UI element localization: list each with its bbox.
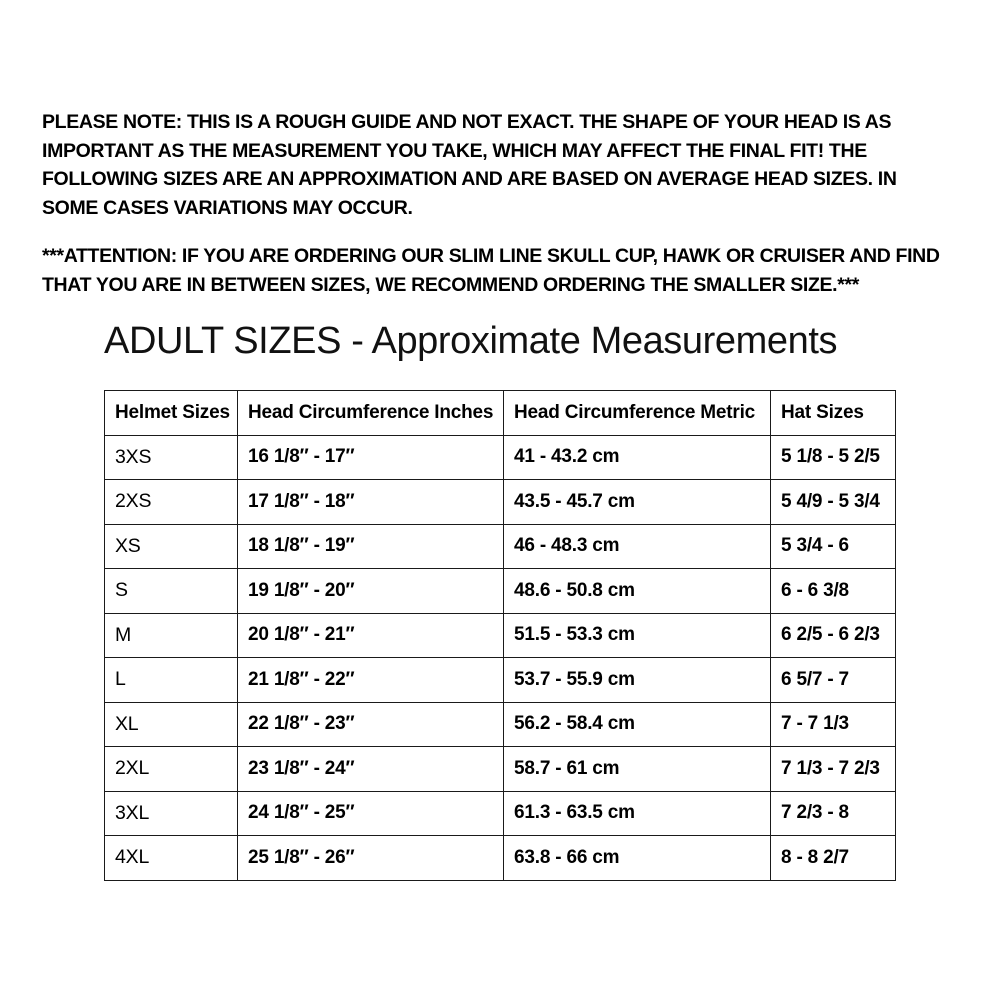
- table-row: M 20 1/8″ - 21″ 51.5 - 53.3 cm 6 2/5 - 6 2/…: [104, 612, 896, 658]
- table-head: Helmet Sizes Head Circumference Inches H…: [104, 390, 896, 436]
- cell-head-circumference-metric: 53.7 - 55.9 cm: [503, 657, 771, 703]
- cell-head-circumference-metric: 61.3 - 63.5 cm: [503, 790, 771, 836]
- table-row: S 19 1/8″ - 20″ 48.6 - 50.8 cm 6 - 6 3/8: [104, 568, 896, 614]
- table-row: 3XL 24 1/8″ - 25″ 61.3 - 63.5 cm 7 2/3 - 8: [104, 790, 896, 836]
- cell-head-circumference-inches: 21 1/8″ - 22″: [237, 657, 504, 703]
- cell-head-circumference-metric: 56.2 - 58.4 cm: [503, 701, 771, 747]
- cell-helmet-size: XS: [104, 523, 238, 569]
- table-row: 2XS 17 1/8″ - 18″ 43.5 - 45.7 cm 5 4/9 - 5 …: [104, 479, 896, 525]
- cell-head-circumference-metric: 58.7 - 61 cm: [503, 746, 771, 792]
- notice-paragraph-general: PLEASE NOTE: THIS IS A ROUGH GUIDE AND N…: [42, 111, 897, 219]
- page-title: ADULT SIZES - Approximate Measurements: [104, 320, 838, 362]
- cell-hat-size: 5 4/9 - 5 3/4: [770, 479, 896, 525]
- cell-helmet-size: L: [104, 657, 238, 703]
- table-row: 4XL 25 1/8″ - 26″ 63.8 - 66 cm 8 - 8 2/7: [104, 835, 896, 881]
- cell-head-circumference-inches: 23 1/8″ - 24″: [237, 746, 504, 792]
- cell-helmet-size: 2XL: [104, 746, 238, 792]
- cell-helmet-size: 4XL: [104, 835, 238, 881]
- cell-helmet-size: 2XS: [104, 479, 238, 525]
- cell-hat-size: 8 - 8 2/7: [770, 835, 896, 881]
- cell-head-circumference-inches: 19 1/8″ - 20″: [237, 568, 504, 614]
- cell-head-circumference-inches: 17 1/8″ - 18″: [237, 479, 504, 525]
- cell-head-circumference-metric: 46 - 48.3 cm: [503, 523, 771, 569]
- notice-paragraph-attention: ***ATTENTION: IF YOU ARE ORDERING OUR SL…: [42, 245, 940, 296]
- notice-block: PLEASE NOTE: THIS IS A ROUGH GUIDE AND N…: [42, 108, 954, 299]
- cell-helmet-size: 3XL: [104, 790, 238, 836]
- cell-head-circumference-metric: 51.5 - 53.3 cm: [503, 612, 771, 658]
- cell-head-circumference-metric: 63.8 - 66 cm: [503, 835, 771, 881]
- cell-hat-size: 7 1/3 - 7 2/3: [770, 746, 896, 792]
- table-row: XS 18 1/8″ - 19″ 46 - 48.3 cm 5 3/4 - 6: [104, 523, 896, 569]
- cell-head-circumference-metric: 41 - 43.2 cm: [503, 434, 771, 480]
- table-row: 2XL 23 1/8″ - 24″ 58.7 - 61 cm 7 1/3 - 7 2/…: [104, 746, 896, 792]
- cell-head-circumference-inches: 18 1/8″ - 19″: [237, 523, 504, 569]
- size-table-container: Helmet Sizes Head Circumference Inches H…: [104, 390, 896, 881]
- cell-hat-size: 5 3/4 - 6: [770, 523, 896, 569]
- cell-helmet-size: XL: [104, 701, 238, 747]
- cell-head-circumference-metric: 43.5 - 45.7 cm: [503, 479, 771, 525]
- cell-head-circumference-inches: 20 1/8″ - 21″: [237, 612, 504, 658]
- table-row: XL 22 1/8″ - 23″ 56.2 - 58.4 cm 7 - 7 1/3: [104, 701, 896, 747]
- column-header-head-circumference-inches: Head Circumference Inches: [237, 390, 504, 436]
- table-body: 3XS 16 1/8″ - 17″ 41 - 43.2 cm 5 1/8 - 5 2/…: [104, 434, 896, 881]
- cell-hat-size: 7 2/3 - 8: [770, 790, 896, 836]
- cell-head-circumference-inches: 24 1/8″ - 25″: [237, 790, 504, 836]
- cell-hat-size: 7 - 7 1/3: [770, 701, 896, 747]
- cell-hat-size: 6 5/7 - 7: [770, 657, 896, 703]
- table-row: 3XS 16 1/8″ - 17″ 41 - 43.2 cm 5 1/8 - 5 2/…: [104, 434, 896, 480]
- column-header-helmet-sizes: Helmet Sizes: [104, 390, 238, 436]
- column-header-hat-sizes: Hat Sizes: [770, 390, 896, 436]
- cell-head-circumference-inches: 25 1/8″ - 26″: [237, 835, 504, 881]
- table-row: L 21 1/8″ - 22″ 53.7 - 55.9 cm 6 5/7 - 7: [104, 657, 896, 703]
- table-header-row: Helmet Sizes Head Circumference Inches H…: [104, 390, 896, 436]
- column-header-head-circumference-metric: Head Circumference Metric: [503, 390, 771, 436]
- cell-hat-size: 6 2/5 - 6 2/3: [770, 612, 896, 658]
- adult-size-table: Helmet Sizes Head Circumference Inches H…: [104, 390, 896, 881]
- cell-hat-size: 6 - 6 3/8: [770, 568, 896, 614]
- cell-head-circumference-metric: 48.6 - 50.8 cm: [503, 568, 771, 614]
- cell-head-circumference-inches: 22 1/8″ - 23″: [237, 701, 504, 747]
- cell-helmet-size: M: [104, 612, 238, 658]
- cell-head-circumference-inches: 16 1/8″ - 17″: [237, 434, 504, 480]
- cell-helmet-size: 3XS: [104, 434, 238, 480]
- cell-hat-size: 5 1/8 - 5 2/5: [770, 434, 896, 480]
- cell-helmet-size: S: [104, 568, 238, 614]
